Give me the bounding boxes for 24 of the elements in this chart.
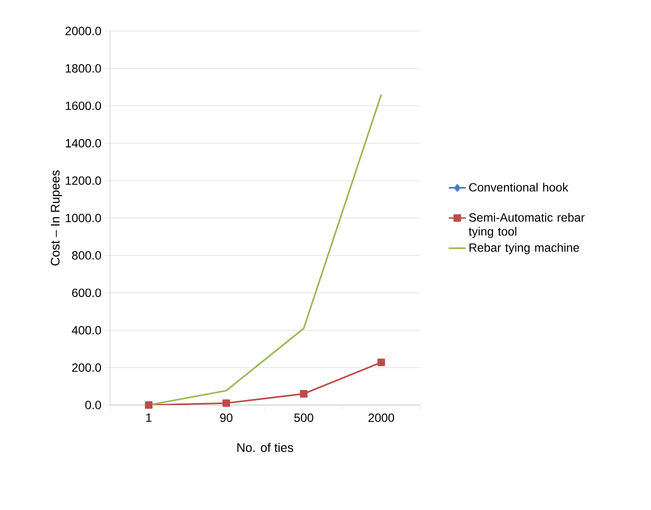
y-tick-label: 0.0 (85, 400, 102, 410)
x-tick-label: 90 (220, 414, 232, 422)
x-tick-label: 500 (294, 414, 314, 422)
y-tick-label: 400.0 (72, 326, 102, 334)
legend-label: Rebar tying machine (470, 243, 579, 254)
y-tick-label: 1400.0 (66, 138, 102, 148)
legend-label: Conventional hook (469, 182, 568, 192)
point (377, 358, 386, 366)
y-tick-label: 1200.0 (66, 176, 102, 185)
y-tick-label: 1600.0 (66, 102, 102, 110)
x-axis-title: No. of ties (237, 442, 294, 452)
y-axis-title: Cost – In Rupees (50, 170, 62, 266)
x-tick-label: 2000 (368, 414, 394, 422)
y-tick-label: 2000.0 (66, 26, 102, 36)
y-tick-label: 1000.0 (66, 214, 102, 222)
x-tick-label: 1 (146, 414, 152, 422)
y-tick-label: 800.0 (72, 251, 102, 260)
y-tick-label: 1800.0 (66, 64, 102, 73)
point (222, 399, 230, 407)
legend-label: Semi-Automatic rebar tying tool (468, 212, 585, 238)
point (144, 401, 153, 409)
point (300, 390, 308, 398)
y-tick-label: 600.0 (72, 288, 102, 298)
y-tick-label: 200.0 (72, 363, 102, 372)
